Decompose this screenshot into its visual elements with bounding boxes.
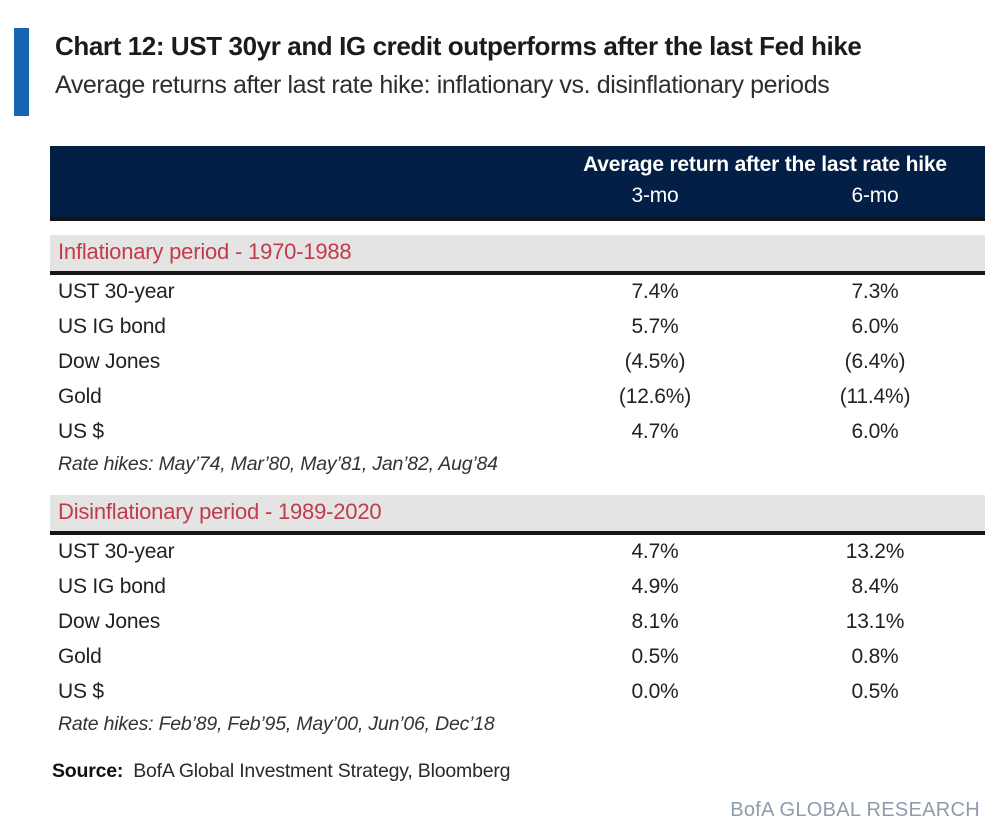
title-accent-bar [14,28,29,116]
table-row: US $ 4.7% 6.0% [50,415,985,450]
return-3mo: (4.5%) [624,350,686,373]
asset-label: UST 30-year [58,540,175,563]
exhibit-title: Chart 12: UST 30yr and IG credit outperf… [55,31,862,61]
table-row: Dow Jones (4.5%) (6.4%) [50,345,985,380]
column-header-3mo: 3-mo [631,184,679,207]
table-row: UST 30-year 4.7% 13.2% [50,535,985,570]
return-6mo: (6.4%) [844,350,906,373]
table-header: Average return after the last rate hike … [50,146,985,221]
section-inflationary: Inflationary period - 1970-1988 UST 30-y… [50,235,985,478]
asset-label: Gold [58,385,102,408]
source-label: Source: [52,760,124,782]
asset-label: US $ [58,680,104,703]
rate-hikes-footnote: Rate hikes: May’74, Mar’80, May’81, Jan’… [58,453,498,475]
column-group-header: Average return after the last rate hike [583,153,947,176]
returns-table: Average return after the last rate hike … [50,146,985,738]
table-row: US IG bond 4.9% 8.4% [50,570,985,605]
rate-hikes-footnote: Rate hikes: Feb’89, Feb’95, May’00, Jun’… [58,713,495,735]
source-text: BofA Global Investment Strategy, Bloombe… [133,760,511,782]
section-disinflationary: Disinflationary period - 1989-2020 UST 3… [50,495,985,738]
return-6mo: 6.0% [851,420,899,443]
exhibit-header: Chart 12: UST 30yr and IG credit outperf… [14,28,1000,116]
header-spacer [50,153,545,177]
asset-label: US $ [58,420,104,443]
exhibit-subtitle: Average returns after last rate hike: in… [55,70,830,99]
return-6mo: 6.0% [851,315,899,338]
return-3mo: 5.7% [631,315,679,338]
table-row: US $ 0.0% 0.5% [50,675,985,710]
return-3mo: 4.7% [631,420,679,443]
table-row: UST 30-year 7.4% 7.3% [50,275,985,310]
table-row: US IG bond 5.7% 6.0% [50,310,985,345]
asset-label: Dow Jones [58,350,161,373]
source-line: Source: BofA Global Investment Strategy, … [52,760,1000,783]
return-3mo: (12.6%) [618,385,692,408]
asset-label: Dow Jones [58,610,161,633]
asset-label: US IG bond [58,315,166,338]
return-3mo: 8.1% [631,610,679,633]
return-6mo: 0.8% [851,645,899,668]
asset-label: Gold [58,645,102,668]
bofa-global-research-brand: BofA GLOBAL RESEARCH [730,799,980,821]
return-6mo: 8.4% [851,575,899,598]
table-row: Dow Jones 8.1% 13.1% [50,605,985,640]
table-row: Gold 0.5% 0.8% [50,640,985,675]
return-6mo: (11.4%) [839,385,911,408]
return-3mo: 7.4% [631,280,679,303]
column-header-6mo: 6-mo [851,184,899,207]
return-3mo: 4.7% [631,540,679,563]
return-6mo: 7.3% [851,280,899,303]
asset-label: US IG bond [58,575,166,598]
return-6mo: 13.1% [845,610,905,633]
return-3mo: 4.9% [631,575,679,598]
section-header: Disinflationary period - 1989-2020 [50,495,985,535]
research-exhibit-page: Chart 12: UST 30yr and IG credit outperf… [0,28,1000,822]
section-header: Inflationary period - 1970-1988 [50,235,985,275]
return-3mo: 0.5% [631,645,679,668]
return-6mo: 0.5% [851,680,899,703]
return-3mo: 0.0% [631,680,679,703]
asset-label: UST 30-year [58,280,175,303]
table-row: Gold (12.6%) (11.4%) [50,380,985,415]
return-6mo: 13.2% [845,540,905,563]
header-spacer [50,177,545,208]
